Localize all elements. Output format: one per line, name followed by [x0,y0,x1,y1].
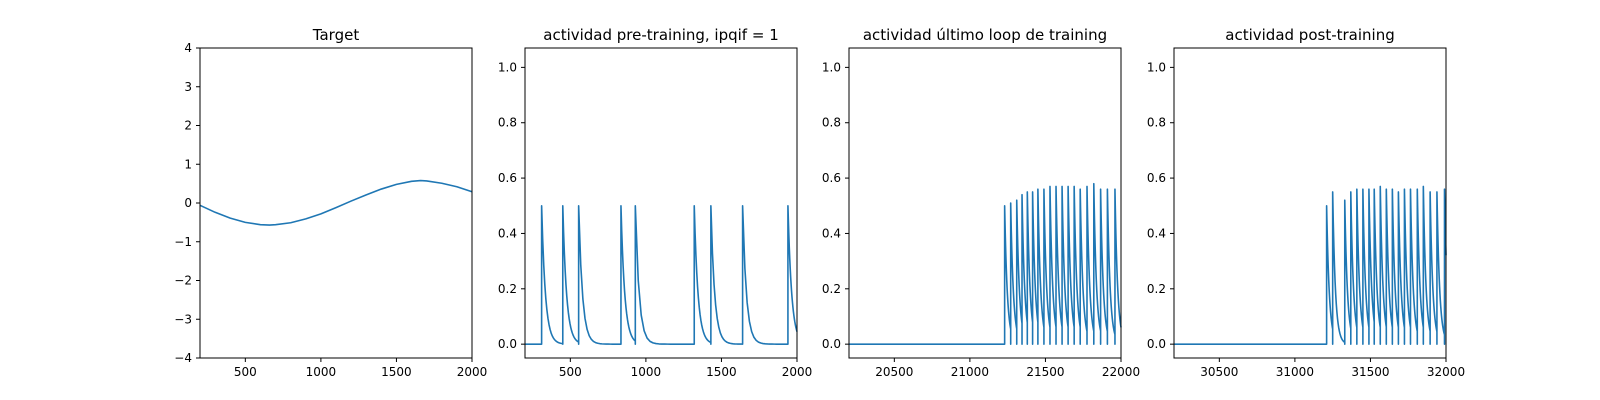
y-tick-label: 0.6 [1147,171,1166,185]
x-tick-label: 2000 [782,365,813,379]
y-tick-label: 0.2 [1147,282,1166,296]
subplot-title: actividad pre-training, ipqif = 1 [543,26,779,44]
x-tick-label: 20500 [875,365,913,379]
x-tick-label: 30500 [1200,365,1238,379]
x-tick-label: 31500 [1351,365,1389,379]
y-tick-label: 0.6 [498,171,517,185]
y-tick-label: −2 [174,274,192,288]
y-tick-label: 0.4 [822,226,841,240]
y-tick-label: 0.0 [1147,337,1166,351]
x-tick-label: 500 [234,365,257,379]
y-tick-label: 0.8 [822,116,841,130]
x-tick-label: 1000 [631,365,662,379]
y-tick-label: 0.8 [498,116,517,130]
subplot-target: Target 500 1000 1500 2000 −4 −3 −2 −1 0 1 2 3 4 [174,26,487,379]
series-line [1174,185,1447,345]
y-tick-label: 0.0 [822,337,841,351]
subplot-title: actividad post-training [1225,26,1394,44]
x-tick-label: 31000 [1276,365,1314,379]
series-line [525,204,798,345]
y-tick-label: 0.0 [498,337,517,351]
series-line [199,179,473,226]
y-tick-label: 1.0 [822,60,841,74]
y-tick-label: 0.6 [822,171,841,185]
x-tick-label: 21500 [1026,365,1064,379]
x-tick-label: 1500 [381,365,412,379]
y-tick-label: 3 [184,80,192,94]
x-tick-label: 32000 [1427,365,1465,379]
y-tick-label: 0.2 [498,282,517,296]
y-tick-label: 2 [184,119,192,133]
y-tick-label: 0.8 [1147,116,1166,130]
plot-frame [524,47,798,359]
subplot-title: actividad último loop de training [863,26,1107,44]
y-tick-label: 4 [184,41,192,55]
x-tick-label: 500 [559,365,582,379]
y-tick-label: 0.4 [1147,226,1166,240]
y-tick-label: 0.4 [498,226,517,240]
y-tick-label: 0.2 [822,282,841,296]
y-tick-label: 0 [184,196,192,210]
subplot-pre-training: actividad pre-training, ipqif = 1 500 100… [498,26,812,379]
x-tick-label: 2000 [457,365,488,379]
x-tick-label: 1500 [706,365,737,379]
subplot-title: Target [312,26,360,44]
y-tick-label: −1 [174,235,192,249]
y-tick-label: −3 [174,312,192,326]
y-tick-label: 1.0 [498,60,517,74]
x-tick-label: 1000 [306,365,337,379]
x-tick-label: 21000 [951,365,989,379]
plot-frame [1173,47,1447,359]
subplot-post-training: actividad post-training 30500 31000 31500 3… [1147,26,1465,379]
plot-frame [848,47,1122,359]
y-tick-label: 1.0 [1147,60,1166,74]
x-tick-label: 22000 [1102,365,1140,379]
series-line [849,182,1122,345]
y-tick-label: −4 [174,351,192,365]
y-tick-label: 1 [184,157,192,171]
subplot-last-training-loop: actividad último loop de training 20500 2… [822,26,1140,379]
